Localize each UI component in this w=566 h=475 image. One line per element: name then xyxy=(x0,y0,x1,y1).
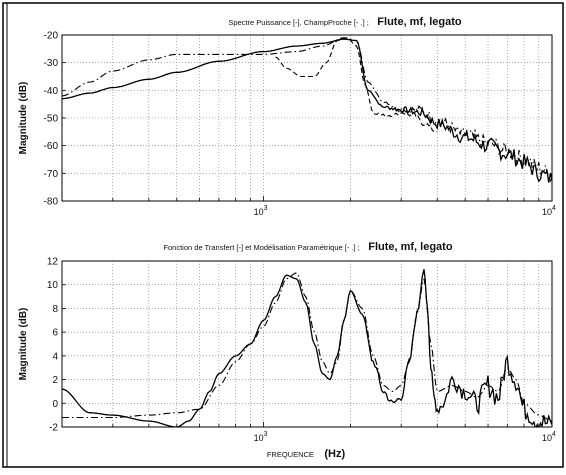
bottom-chart-y-tick-label: 8 xyxy=(52,304,58,315)
bottom-chart-y-tick-label: -2 xyxy=(49,423,58,434)
top-chart-axes-box xyxy=(61,34,553,202)
top-chart-y-tick-label: -30 xyxy=(44,58,59,69)
bottom-chart-ylabel: Magnitude (dB) xyxy=(18,308,29,381)
bottom-chart-axes-box xyxy=(61,260,553,428)
bottom-chart-xlabel-bold: (Hz) xyxy=(324,448,345,460)
bottom-chart-y-tick-label: 0 xyxy=(52,399,58,410)
top-chart-y-tick-label: -40 xyxy=(44,86,59,97)
top-chart-ylabel: Magnitude (dB) xyxy=(18,82,29,155)
top-chart-title-small: Spectre Puissance [-], ChampProche [- .]… xyxy=(228,18,368,27)
top-chart-grid xyxy=(62,35,552,201)
top-chart-series-dashed-line xyxy=(275,37,438,134)
top-chart-title: Spectre Puissance [-], ChampProche [- .]… xyxy=(228,12,462,29)
top-chart-y-tick-label: -80 xyxy=(44,197,59,208)
top-chart: Spectre Puissance [-], ChampProche [- .]… xyxy=(18,12,557,218)
top-chart-series-dash-dot-line xyxy=(62,37,552,183)
bottom-chart-y-tick-label: 12 xyxy=(47,257,59,268)
top-chart-x-tick-label: 103 xyxy=(254,205,268,217)
top-chart-y-tick-label: -50 xyxy=(44,114,59,125)
bottom-chart-series-solid-line xyxy=(62,269,552,427)
bottom-chart-y-tick-label: 10 xyxy=(47,280,59,291)
bottom-chart-series-dash-dot-line xyxy=(62,272,552,422)
bottom-chart-xlabel: FREQUENCE (Hz) xyxy=(267,444,346,461)
bottom-chart-x-tick-label: 103 xyxy=(254,431,268,443)
bottom-chart-y-tick-label: 4 xyxy=(52,351,58,362)
top-chart-title-bold: Flute, mf, legato xyxy=(377,16,462,28)
top-chart-x-tick-label: 104 xyxy=(542,205,556,217)
bottom-chart-title: Fonction de Transfert [-] et Modélisatio… xyxy=(163,237,452,254)
top-chart-series-solid-line xyxy=(62,38,552,183)
top-chart-y-tick-label: -20 xyxy=(44,31,59,42)
figure-frame xyxy=(2,2,564,468)
bottom-chart-x-tick-label: 104 xyxy=(542,431,556,443)
bottom-chart-grid xyxy=(62,261,552,427)
bottom-chart-y-tick-label: 6 xyxy=(52,328,58,339)
top-chart-y-tick-label: -70 xyxy=(44,169,59,180)
bottom-chart-title-small: Fonction de Transfert [-] et Modélisatio… xyxy=(163,243,359,252)
bottom-chart-ticks: 12 10 8 6 4 2 0 -2 103 104 xyxy=(47,257,556,444)
top-chart-ticks: -20 -30 -40 -50 -60 -70 -80 103 104 xyxy=(44,31,557,218)
bottom-chart-y-tick-label: 2 xyxy=(52,375,58,386)
top-chart-series-group xyxy=(62,37,552,183)
bottom-chart-title-bold: Flute, mf, legato xyxy=(368,241,453,253)
bottom-chart-series-group xyxy=(62,269,552,427)
top-chart-y-tick-label: -60 xyxy=(44,141,59,152)
bottom-chart: Fonction de Transfert [-] et Modélisatio… xyxy=(18,237,556,461)
bottom-chart-xlabel-small: FREQUENCE xyxy=(267,450,314,459)
